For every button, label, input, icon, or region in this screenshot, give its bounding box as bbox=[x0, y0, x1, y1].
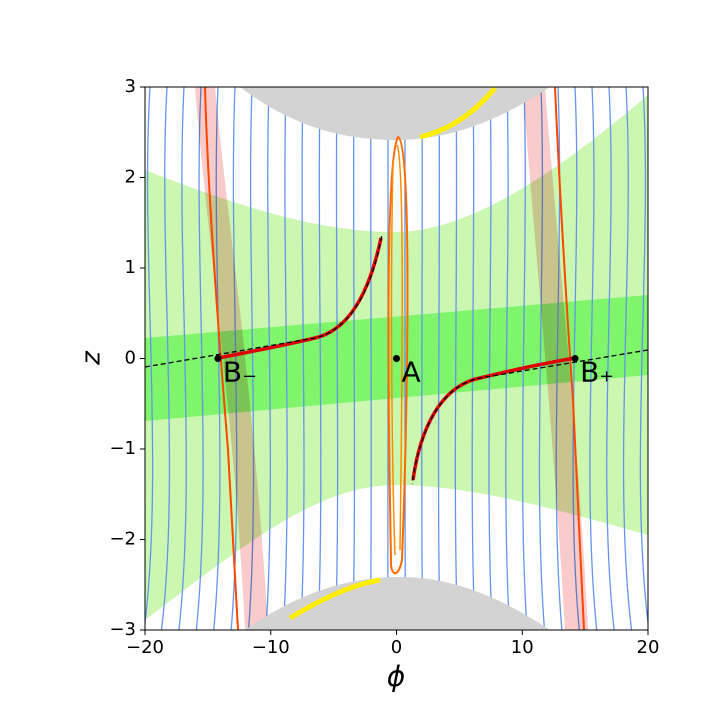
streamline bbox=[421, 87, 424, 630]
streamline bbox=[265, 87, 272, 630]
y-tick-label: 0 bbox=[125, 348, 136, 369]
orange-loop bbox=[387, 135, 409, 575]
streamline bbox=[521, 87, 528, 630]
streamline bbox=[488, 87, 493, 630]
y-tick-label: −3 bbox=[109, 619, 136, 640]
streamline bbox=[145, 87, 154, 628]
y-tick-label: −1 bbox=[109, 438, 136, 459]
streamline bbox=[369, 87, 372, 630]
streamline bbox=[300, 87, 305, 630]
point-label: B₊ bbox=[580, 356, 614, 389]
point bbox=[571, 355, 579, 362]
orange-curve-right bbox=[554, 87, 585, 630]
streamline bbox=[471, 87, 476, 630]
y-tick-label: 1 bbox=[125, 257, 136, 278]
streamline bbox=[334, 87, 339, 630]
yellow-edge-top bbox=[419, 87, 497, 140]
streamline bbox=[639, 87, 648, 628]
dashed-line bbox=[145, 233, 648, 485]
y-tick-label: 3 bbox=[125, 76, 136, 97]
streamline bbox=[606, 87, 615, 630]
orange-curve-left bbox=[204, 87, 239, 630]
x-tick-label: 20 bbox=[637, 637, 660, 658]
x-tick-label: −20 bbox=[126, 637, 164, 658]
streamline bbox=[317, 87, 322, 630]
x-tick-label: −10 bbox=[252, 637, 290, 658]
point bbox=[214, 355, 222, 362]
point bbox=[393, 355, 400, 362]
streamline bbox=[352, 87, 356, 630]
x-axis-label: ϕ bbox=[387, 660, 405, 693]
yellow-edge-bottom bbox=[288, 577, 381, 621]
y-axis-label: z bbox=[77, 350, 107, 366]
orange-loop-inner bbox=[390, 144, 403, 556]
streamline bbox=[282, 87, 288, 630]
y-tick-label: −2 bbox=[109, 529, 136, 550]
point-label: A bbox=[402, 356, 421, 389]
streamline bbox=[437, 87, 441, 630]
x-tick-label: 0 bbox=[391, 637, 402, 658]
x-tick-label: 10 bbox=[511, 637, 534, 658]
pink-band-right bbox=[523, 87, 588, 630]
streamline bbox=[505, 87, 511, 630]
streamline bbox=[454, 87, 459, 630]
gray-cap-top bbox=[240, 87, 550, 140]
y-tick-label: 2 bbox=[125, 167, 136, 188]
streamline bbox=[195, 87, 204, 630]
streamline bbox=[160, 87, 171, 630]
pink-band-left bbox=[195, 87, 268, 630]
gray-cap-bottom bbox=[245, 577, 550, 630]
streamline bbox=[622, 87, 633, 630]
point-label: B₋ bbox=[223, 356, 257, 389]
